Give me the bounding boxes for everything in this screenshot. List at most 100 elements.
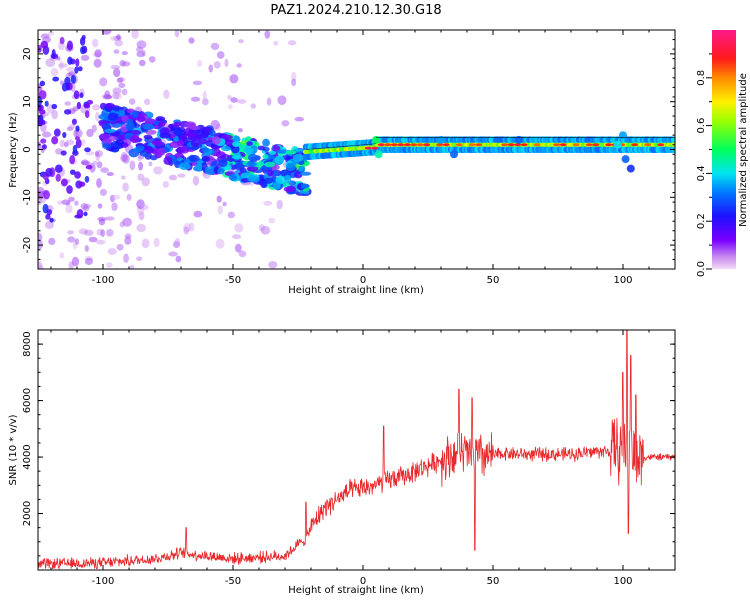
heatmap-cell: [75, 138, 82, 149]
heatmap-cell: [168, 141, 181, 148]
heatmap-cell: [141, 177, 150, 187]
heatmap-cell: [238, 250, 247, 258]
x-tick-label: -100: [92, 275, 115, 286]
heatmap-cell: [61, 199, 71, 206]
heatmap-cell: [129, 130, 142, 135]
heatmap-cell: [38, 117, 43, 127]
heatmap-cell: [92, 38, 99, 48]
heatmap-cell: [40, 119, 46, 125]
heatmap-cell: [210, 42, 220, 51]
heatmap-cell: [116, 34, 121, 40]
heatmap-cell: [45, 213, 51, 220]
x-tick-label: 50: [487, 576, 500, 587]
heatmap-cell: [262, 138, 270, 147]
heatmap-cell: [626, 164, 635, 173]
heatmap-cell: [71, 118, 77, 125]
figure-title: PAZ1.2024.210.12.30.G18: [270, 3, 441, 18]
heatmap-cell: [231, 155, 243, 160]
heatmap-cell: [44, 100, 49, 107]
heatmap-cell: [111, 194, 121, 200]
heatmap-cell: [268, 261, 278, 269]
heatmap-cell: [67, 236, 76, 243]
heatmap-cell: [38, 90, 47, 100]
heatmap-cell: [262, 153, 269, 160]
heatmap-cell: [605, 143, 613, 147]
heatmap-cell: [245, 162, 258, 167]
heatmap-cell: [501, 143, 509, 147]
heatmap-cell: [553, 143, 561, 147]
heatmap-cell: [268, 150, 277, 155]
x-tick-label: 50: [487, 275, 500, 286]
heatmap-cell: [436, 143, 444, 147]
heatmap-cell: [84, 175, 90, 183]
heatmap-cell: [300, 183, 308, 189]
heatmap-cell: [99, 77, 108, 87]
heatmap-cell: [285, 150, 297, 155]
heatmap-cell: [78, 181, 86, 187]
heatmap-cell: [40, 33, 50, 39]
y-tick-label: 10: [22, 95, 33, 108]
heatmap-cell: [58, 63, 68, 68]
heatmap-cell: [136, 223, 147, 233]
heatmap-cell: [48, 31, 55, 36]
heatmap-cell: [227, 95, 232, 100]
x-tick-label: -100: [92, 576, 115, 587]
heatmap-cell: [227, 104, 233, 110]
heatmap-cell: [163, 89, 170, 99]
heatmap-cell: [178, 162, 191, 170]
heatmap-cell: [93, 58, 102, 68]
heatmap-cell: [85, 164, 93, 170]
heatmap-cell: [192, 80, 203, 86]
heatmap-cell: [136, 40, 147, 49]
heatmap-cell: [188, 154, 200, 163]
heatmap-cell: [390, 143, 398, 147]
heatmap-cell: [250, 103, 256, 109]
heatmap-cell: [94, 150, 104, 158]
heatmap-cell: [121, 115, 129, 122]
heatmap-cell: [53, 128, 61, 137]
heatmap-cell: [423, 143, 431, 147]
heatmap-cell: [51, 109, 58, 120]
heatmap-cell: [141, 50, 146, 57]
heatmap-cell: [221, 134, 233, 140]
heatmap-cell: [74, 66, 79, 74]
heatmap-cell: [57, 200, 63, 206]
snr-ylabel: SNR (10 * v/v): [8, 414, 19, 485]
heatmap-cell: [232, 141, 240, 147]
heatmap-cell: [52, 76, 60, 82]
heatmap-cell: [59, 36, 65, 45]
heatmap-cell: [96, 239, 106, 245]
heatmap-cell: [211, 136, 221, 145]
heatmap-cell: [260, 225, 271, 235]
heatmap-cell: [515, 135, 523, 144]
heatmap-cell: [299, 171, 312, 176]
heatmap-cell: [38, 260, 43, 269]
heatmap-cell: [371, 146, 379, 150]
spectrogram-heatmap: [38, 30, 675, 269]
heatmap-cell: [123, 253, 129, 263]
heatmap-cell: [148, 161, 153, 167]
heatmap-cell: [121, 175, 126, 180]
colorbar-ticks: 0.0 0.2 0.4 0.6 0.8: [696, 53, 712, 277]
heatmap-cell: [60, 150, 67, 156]
x-tick-label: 100: [613, 275, 632, 286]
x-tick-label: -50: [225, 576, 241, 587]
colorbar-tick-label: 0.0: [696, 261, 707, 277]
heatmap-cell: [158, 121, 166, 127]
heatmap-cell: [72, 106, 79, 112]
heatmap-cell: [119, 221, 125, 228]
heatmap-cell: [45, 167, 53, 177]
heatmap-cell: [68, 124, 76, 130]
x-tick-label: 0: [360, 275, 366, 286]
heatmap-cell: [202, 98, 209, 106]
heatmap-cell: [72, 144, 78, 154]
heatmap-cell: [231, 145, 240, 154]
heatmap-cell: [42, 203, 49, 214]
heatmap-cell: [84, 257, 93, 265]
heatmap-cell: [585, 143, 593, 147]
heatmap-cell: [116, 243, 124, 251]
heatmap-cell: [84, 244, 89, 253]
colorbar-tick-label: 0.4: [696, 165, 707, 181]
heatmap-cell: [83, 229, 94, 236]
heatmap-cell: [135, 145, 145, 152]
